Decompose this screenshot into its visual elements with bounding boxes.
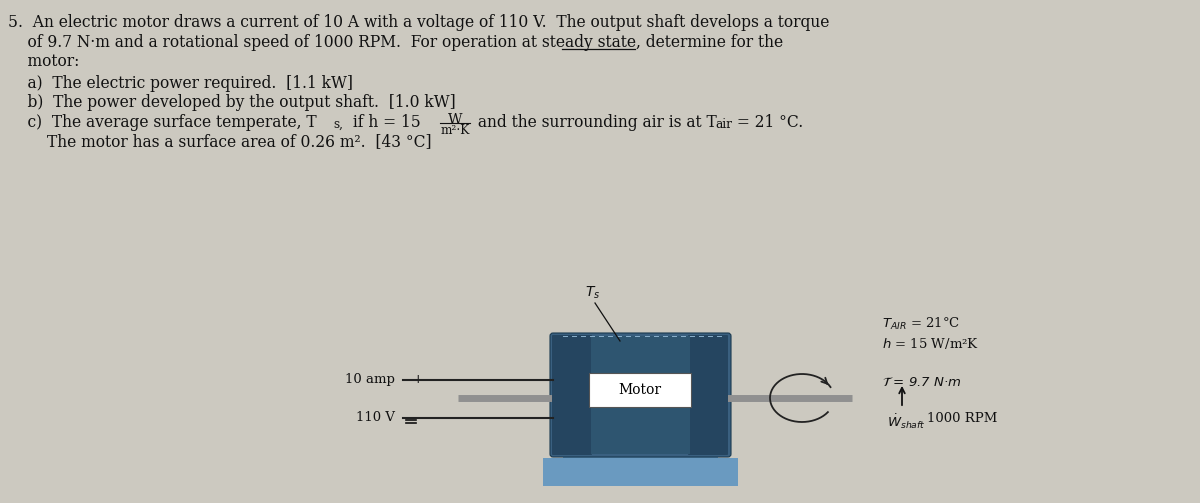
- Text: s,: s,: [334, 118, 343, 130]
- Text: $h$ = 15 W/m²K: $h$ = 15 W/m²K: [882, 336, 979, 351]
- FancyBboxPatch shape: [563, 440, 718, 458]
- Text: m²·K: m²·K: [440, 124, 469, 136]
- Text: motor:: motor:: [8, 53, 79, 70]
- Text: air: air: [715, 118, 732, 130]
- Text: 10 amp: 10 amp: [346, 373, 395, 386]
- Text: The motor has a surface area of 0.26 m².  [43 °C]: The motor has a surface area of 0.26 m².…: [8, 133, 432, 150]
- Text: a)  The electric power required.  [1.1 kW]: a) The electric power required. [1.1 kW]: [8, 74, 353, 92]
- Text: b)  The power developed by the output shaft.  [1.0 kW]: b) The power developed by the output sha…: [8, 94, 456, 111]
- FancyBboxPatch shape: [542, 458, 738, 486]
- Text: c)  The average surface temperate, T: c) The average surface temperate, T: [8, 114, 317, 130]
- FancyBboxPatch shape: [552, 335, 592, 455]
- Text: and the surrounding air is at T: and the surrounding air is at T: [473, 114, 716, 130]
- FancyBboxPatch shape: [589, 373, 691, 407]
- Text: $T_s$: $T_s$: [586, 285, 600, 301]
- Text: W: W: [448, 113, 462, 126]
- Text: 5.  An electric motor draws a current of 10 A with a voltage of 110 V.  The outp: 5. An electric motor draws a current of …: [8, 14, 829, 31]
- Text: of 9.7 N·m and a rotational speed of 1000 RPM.  For operation at steady state, d: of 9.7 N·m and a rotational speed of 100…: [8, 34, 784, 50]
- FancyBboxPatch shape: [688, 335, 728, 455]
- Text: $\dot{W}_{shaft}$: $\dot{W}_{shaft}$: [887, 412, 925, 431]
- Text: Motor: Motor: [618, 383, 661, 397]
- FancyBboxPatch shape: [550, 333, 731, 457]
- Text: +: +: [413, 373, 424, 386]
- Text: $\mathcal{T}$ = 9.7 N·m: $\mathcal{T}$ = 9.7 N·m: [882, 376, 961, 389]
- FancyBboxPatch shape: [592, 336, 690, 454]
- Text: 1000 RPM: 1000 RPM: [928, 412, 997, 425]
- Text: 110 V: 110 V: [356, 411, 395, 424]
- Text: if h = 15: if h = 15: [348, 114, 426, 130]
- Text: = 21 °C.: = 21 °C.: [732, 114, 803, 130]
- Text: $T_{AIR}$ = 21°C: $T_{AIR}$ = 21°C: [882, 316, 960, 332]
